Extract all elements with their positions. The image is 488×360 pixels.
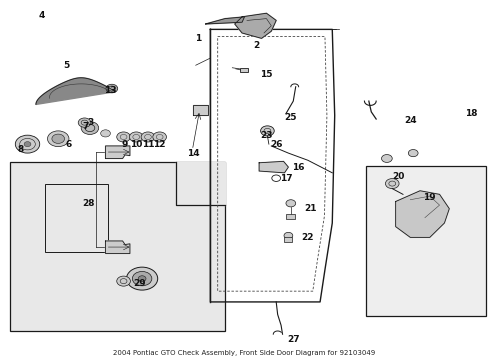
Text: 2: 2 (253, 41, 259, 50)
Circle shape (101, 130, 110, 137)
Circle shape (407, 149, 417, 157)
Text: 5: 5 (63, 61, 69, 70)
Text: 29: 29 (133, 279, 146, 288)
Text: 20: 20 (391, 172, 404, 181)
Circle shape (78, 118, 91, 127)
Polygon shape (105, 146, 130, 158)
Text: 22: 22 (301, 233, 313, 242)
Text: 9: 9 (122, 140, 128, 149)
Polygon shape (176, 162, 224, 205)
Text: 6: 6 (66, 140, 72, 149)
Text: 18: 18 (464, 109, 476, 118)
Text: 12: 12 (153, 140, 165, 149)
Bar (239, 68, 248, 72)
Text: 8: 8 (17, 145, 23, 154)
Circle shape (385, 179, 398, 189)
Polygon shape (193, 105, 207, 116)
Circle shape (153, 132, 166, 142)
Text: 4: 4 (39, 10, 45, 19)
Text: 23: 23 (260, 131, 272, 140)
Bar (366, 166, 485, 316)
Circle shape (381, 154, 391, 162)
Text: 28: 28 (82, 199, 95, 208)
Text: 10: 10 (130, 140, 142, 149)
Bar (285, 214, 294, 220)
Text: 17: 17 (279, 174, 292, 183)
Circle shape (284, 232, 292, 239)
Text: 11: 11 (142, 140, 154, 149)
Circle shape (138, 276, 146, 282)
Circle shape (117, 276, 130, 286)
Text: 13: 13 (104, 86, 117, 95)
Text: 16: 16 (291, 163, 304, 172)
Circle shape (129, 132, 143, 142)
Text: 21: 21 (304, 204, 316, 213)
Circle shape (132, 271, 152, 286)
Circle shape (126, 267, 158, 290)
Circle shape (81, 122, 99, 134)
Polygon shape (205, 17, 244, 24)
Text: 3: 3 (88, 118, 94, 127)
Text: 24: 24 (403, 116, 416, 125)
Text: 2004 Pontiac GTO Check Assembly, Front Side Door Diagram for 92103049: 2004 Pontiac GTO Check Assembly, Front S… (113, 350, 375, 356)
Circle shape (15, 135, 40, 153)
Polygon shape (105, 241, 130, 253)
Bar (44, 184, 108, 252)
Circle shape (141, 132, 155, 142)
Circle shape (106, 84, 118, 93)
Polygon shape (259, 161, 288, 173)
Circle shape (117, 132, 130, 142)
Circle shape (260, 126, 274, 136)
Text: 26: 26 (269, 140, 282, 149)
Polygon shape (36, 78, 115, 104)
Text: 19: 19 (423, 193, 435, 202)
Circle shape (52, 134, 64, 143)
Circle shape (24, 141, 31, 147)
Text: 1: 1 (195, 34, 201, 43)
Text: 27: 27 (286, 335, 299, 344)
Polygon shape (395, 191, 448, 237)
Circle shape (285, 200, 295, 207)
Bar (10, 162, 224, 330)
Text: 14: 14 (186, 149, 199, 158)
Bar (283, 237, 292, 242)
Circle shape (47, 131, 69, 147)
Text: 25: 25 (284, 113, 297, 122)
Text: 7: 7 (82, 122, 89, 131)
Text: 15: 15 (260, 70, 272, 79)
Polygon shape (234, 13, 276, 39)
